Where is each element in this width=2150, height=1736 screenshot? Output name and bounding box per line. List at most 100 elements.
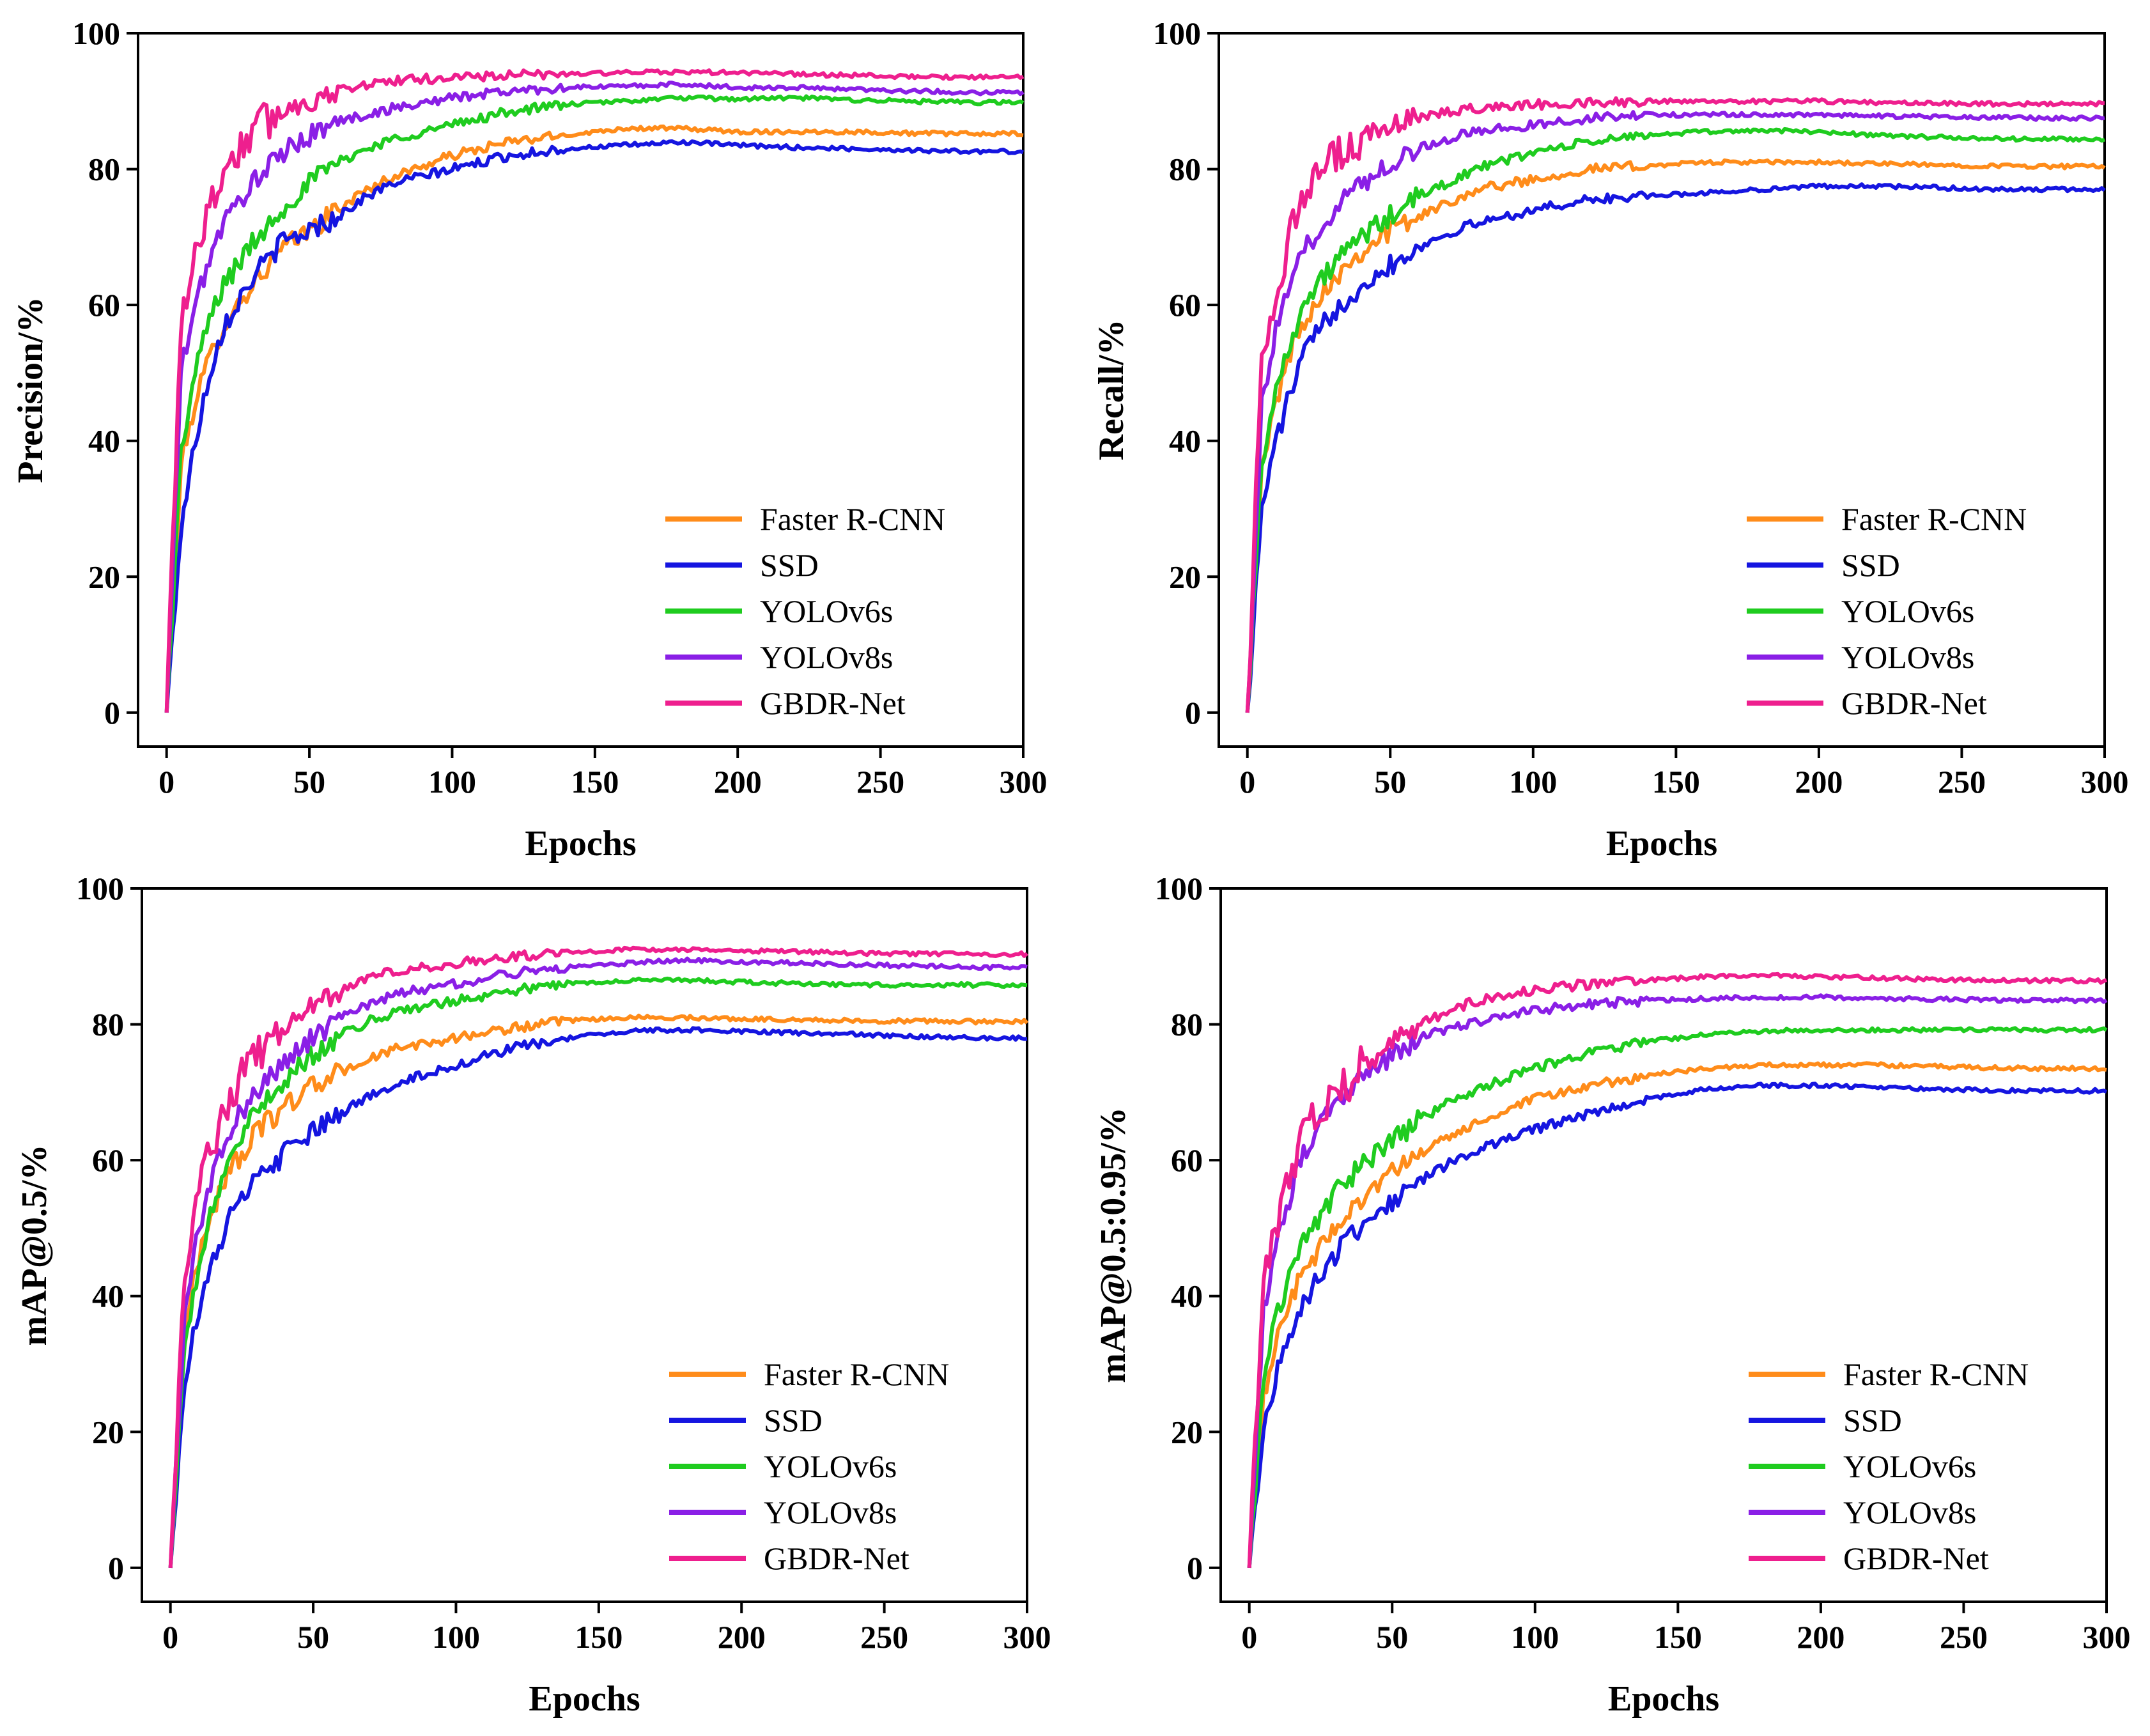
y-tick-label: 100 bbox=[72, 15, 120, 51]
y-tick-label: 80 bbox=[88, 151, 120, 187]
chart-panel-4: 0 20 40 60 80 100 0 50 100 150 200 250 300 Epochs mAP@… bbox=[1094, 871, 2131, 1719]
series-line-yolov8s bbox=[1247, 993, 2108, 1569]
y-tick-label: 0 bbox=[108, 1550, 124, 1586]
legend-label: YOLOv6s bbox=[760, 593, 893, 629]
legend-label: YOLOv6s bbox=[764, 1448, 897, 1484]
x-tick-label: 100 bbox=[1509, 764, 1557, 800]
legend-label: YOLOv8s bbox=[760, 639, 893, 675]
series-line-faster-r-cnn bbox=[168, 1013, 1029, 1569]
x-tick-label: 250 bbox=[860, 1619, 908, 1655]
y-tick-label: 100 bbox=[1155, 871, 1203, 906]
y-tick-label: 20 bbox=[92, 1414, 124, 1450]
series-line-ssd bbox=[168, 1026, 1028, 1569]
legend-label: Faster R-CNN bbox=[764, 1356, 949, 1392]
y-tick-label: 80 bbox=[92, 1007, 124, 1042]
legend-label: SSD bbox=[1841, 547, 1900, 583]
y-axis-label: mAP@0.5/% bbox=[15, 1145, 54, 1346]
legend-label: GBDR-Net bbox=[760, 685, 906, 721]
x-tick-label: 50 bbox=[293, 764, 325, 800]
y-tick-label: 80 bbox=[1169, 151, 1201, 187]
series-line-yolov6s bbox=[1247, 1026, 2108, 1569]
y-tick-label: 40 bbox=[1171, 1278, 1203, 1314]
series-line-ssd bbox=[164, 139, 1024, 713]
x-tick-label: 0 bbox=[1239, 764, 1255, 800]
x-tick-label: 200 bbox=[1795, 764, 1843, 800]
x-tick-label: 200 bbox=[718, 1619, 766, 1655]
x-tick-label: 300 bbox=[2081, 764, 2129, 800]
y-axis-label: Recall/% bbox=[1092, 320, 1131, 461]
plot-frame bbox=[141, 887, 1028, 1603]
series-line-faster-r-cnn bbox=[164, 124, 1024, 713]
series-line-yolov6s bbox=[164, 94, 1025, 713]
x-axis-label: Epochs bbox=[529, 1679, 640, 1719]
plot-frame bbox=[1218, 32, 2106, 748]
series-line-yolov6s bbox=[168, 976, 1028, 1569]
y-tick-label: 80 bbox=[1171, 1007, 1203, 1042]
x-axis-label: Epochs bbox=[525, 824, 636, 864]
x-tick-label: 50 bbox=[1376, 1619, 1408, 1655]
y-axis-label: Precision/% bbox=[11, 297, 50, 483]
x-tick-label: 0 bbox=[159, 764, 174, 800]
plot-frame bbox=[137, 32, 1025, 748]
x-tick-label: 100 bbox=[1511, 1619, 1559, 1655]
x-tick-label: 100 bbox=[432, 1619, 480, 1655]
y-tick-label: 20 bbox=[88, 559, 120, 594]
y-tick-label: 60 bbox=[88, 287, 120, 323]
series-line-faster-r-cnn bbox=[1247, 1061, 2107, 1569]
series-line-ssd bbox=[1245, 182, 2106, 713]
y-tick-label: 40 bbox=[1169, 423, 1201, 459]
series-line-yolov8s bbox=[168, 956, 1028, 1569]
plot-frame bbox=[1219, 887, 2108, 1603]
x-tick-label: 250 bbox=[856, 764, 904, 800]
legend-label: Faster R-CNN bbox=[1841, 501, 2027, 537]
x-tick-label: 200 bbox=[1797, 1619, 1845, 1655]
series-line-yolov8s bbox=[164, 81, 1025, 713]
y-tick-label: 60 bbox=[92, 1142, 124, 1178]
y-tick-label: 100 bbox=[1153, 15, 1201, 51]
y-tick-label: 20 bbox=[1169, 559, 1201, 594]
chart-panel-3: 0 20 40 60 80 100 0 50 100 150 200 250 300 Epochs mAP@… bbox=[15, 871, 1051, 1719]
x-tick-label: 150 bbox=[1652, 764, 1700, 800]
y-tick-label: 0 bbox=[1185, 695, 1201, 731]
legend-label: SSD bbox=[1843, 1402, 1902, 1438]
x-tick-label: 50 bbox=[297, 1619, 329, 1655]
legend-label: YOLOv8s bbox=[1843, 1494, 1976, 1530]
series-line-yolov8s bbox=[1245, 110, 2105, 713]
x-tick-label: 250 bbox=[1940, 1619, 1988, 1655]
x-tick-label: 300 bbox=[1003, 1619, 1051, 1655]
series-line-gbdr-net bbox=[1245, 96, 2105, 713]
y-tick-label: 20 bbox=[1171, 1414, 1203, 1450]
x-tick-label: 0 bbox=[1241, 1619, 1257, 1655]
legend-label: SSD bbox=[760, 547, 819, 583]
x-axis-label: Epochs bbox=[1608, 1679, 1719, 1719]
legend-label: GBDR-Net bbox=[1843, 1540, 1989, 1576]
chart-panel-2: 0 20 40 60 80 100 0 50 100 150 200 250 300 Epochs Reca… bbox=[1092, 15, 2129, 864]
series-line-yolov6s bbox=[1245, 127, 2106, 713]
x-tick-label: 250 bbox=[1938, 764, 1986, 800]
series-line-ssd bbox=[1247, 1081, 2108, 1569]
series-line-faster-r-cnn bbox=[1245, 158, 2106, 713]
y-tick-label: 100 bbox=[76, 871, 124, 906]
x-tick-label: 300 bbox=[1000, 764, 1048, 800]
x-tick-label: 150 bbox=[571, 764, 619, 800]
series-line-gbdr-net bbox=[1247, 972, 2108, 1569]
chart-panel-1: 0 20 40 60 80 100 0 50 100 150 200 250 300 Epochs Prec… bbox=[11, 15, 1048, 864]
x-tick-label: 200 bbox=[714, 764, 762, 800]
legend-label: YOLOv6s bbox=[1841, 593, 1974, 629]
legend-label: YOLOv8s bbox=[764, 1494, 897, 1530]
x-tick-label: 300 bbox=[2083, 1619, 2131, 1655]
legend-label: GBDR-Net bbox=[1841, 685, 1987, 721]
x-axis-label: Epochs bbox=[1606, 824, 1717, 864]
series-line-gbdr-net bbox=[168, 945, 1029, 1569]
y-tick-label: 60 bbox=[1171, 1142, 1203, 1178]
x-tick-label: 150 bbox=[1654, 1619, 1702, 1655]
legend-label: Faster R-CNN bbox=[760, 501, 945, 537]
legend-label: Faster R-CNN bbox=[1843, 1356, 2029, 1392]
legend-label: YOLOv8s bbox=[1841, 639, 1974, 675]
y-tick-label: 40 bbox=[92, 1278, 124, 1314]
x-tick-label: 0 bbox=[162, 1619, 178, 1655]
x-tick-label: 100 bbox=[428, 764, 476, 800]
series-line-gbdr-net bbox=[164, 68, 1025, 713]
legend-label: GBDR-Net bbox=[764, 1540, 909, 1576]
